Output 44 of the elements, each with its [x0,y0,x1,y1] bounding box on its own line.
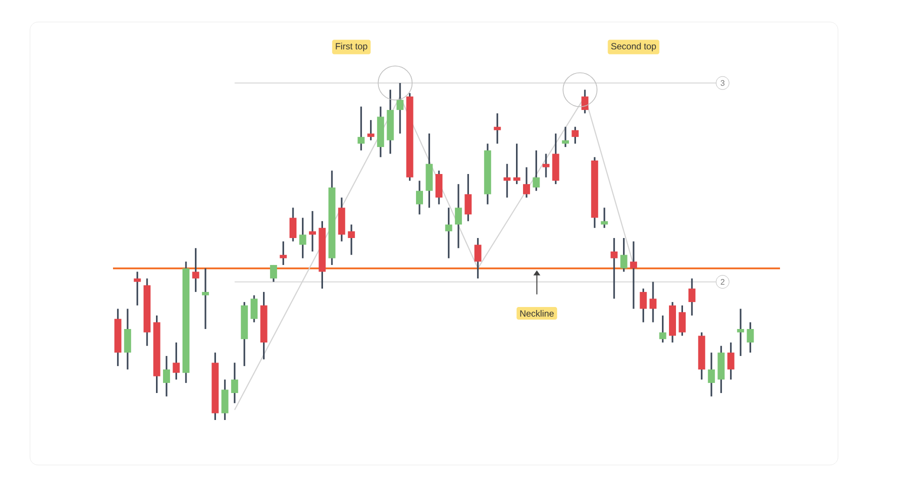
candlestick [299,217,306,260]
candlestick [600,206,608,229]
candlestick [572,126,579,144]
candlestick [474,237,482,280]
candlestick [416,180,424,216]
candlestick [270,264,278,283]
candlestick [532,150,540,192]
annotation: 2 [720,279,724,285]
candlestick [367,119,374,142]
candlestick [640,288,647,324]
candlestick [708,352,715,398]
candlestick [348,224,355,256]
candlestick [464,173,472,222]
candlestick [650,281,657,324]
candlestick [523,166,530,198]
text: Second top [611,42,656,52]
candlestick [134,270,141,306]
candlestick [396,82,404,134]
candlestick [659,314,666,344]
candlestick [202,268,209,330]
candlestick [610,237,618,300]
candlestick [630,240,638,310]
candlestick [746,321,754,354]
candlestick [163,355,170,398]
candlestick [435,170,442,206]
annotation: 3 [720,80,724,86]
candlestick [124,308,132,370]
candlestick [737,308,744,357]
text: First top [336,42,368,52]
candlestick [358,106,365,152]
candlestick [290,206,297,242]
candlestick [445,206,452,260]
candlestick [192,247,200,293]
candlestick [620,237,628,273]
candlestick [172,342,180,380]
candlestick [688,278,696,316]
candlestick [727,342,734,380]
annotation: Neckline [520,310,554,317]
candlestick [581,88,588,114]
candlestick [221,378,228,421]
candlestick [231,362,238,404]
candlestick [454,183,462,249]
candlestick [250,294,258,324]
candlestick [678,304,686,337]
